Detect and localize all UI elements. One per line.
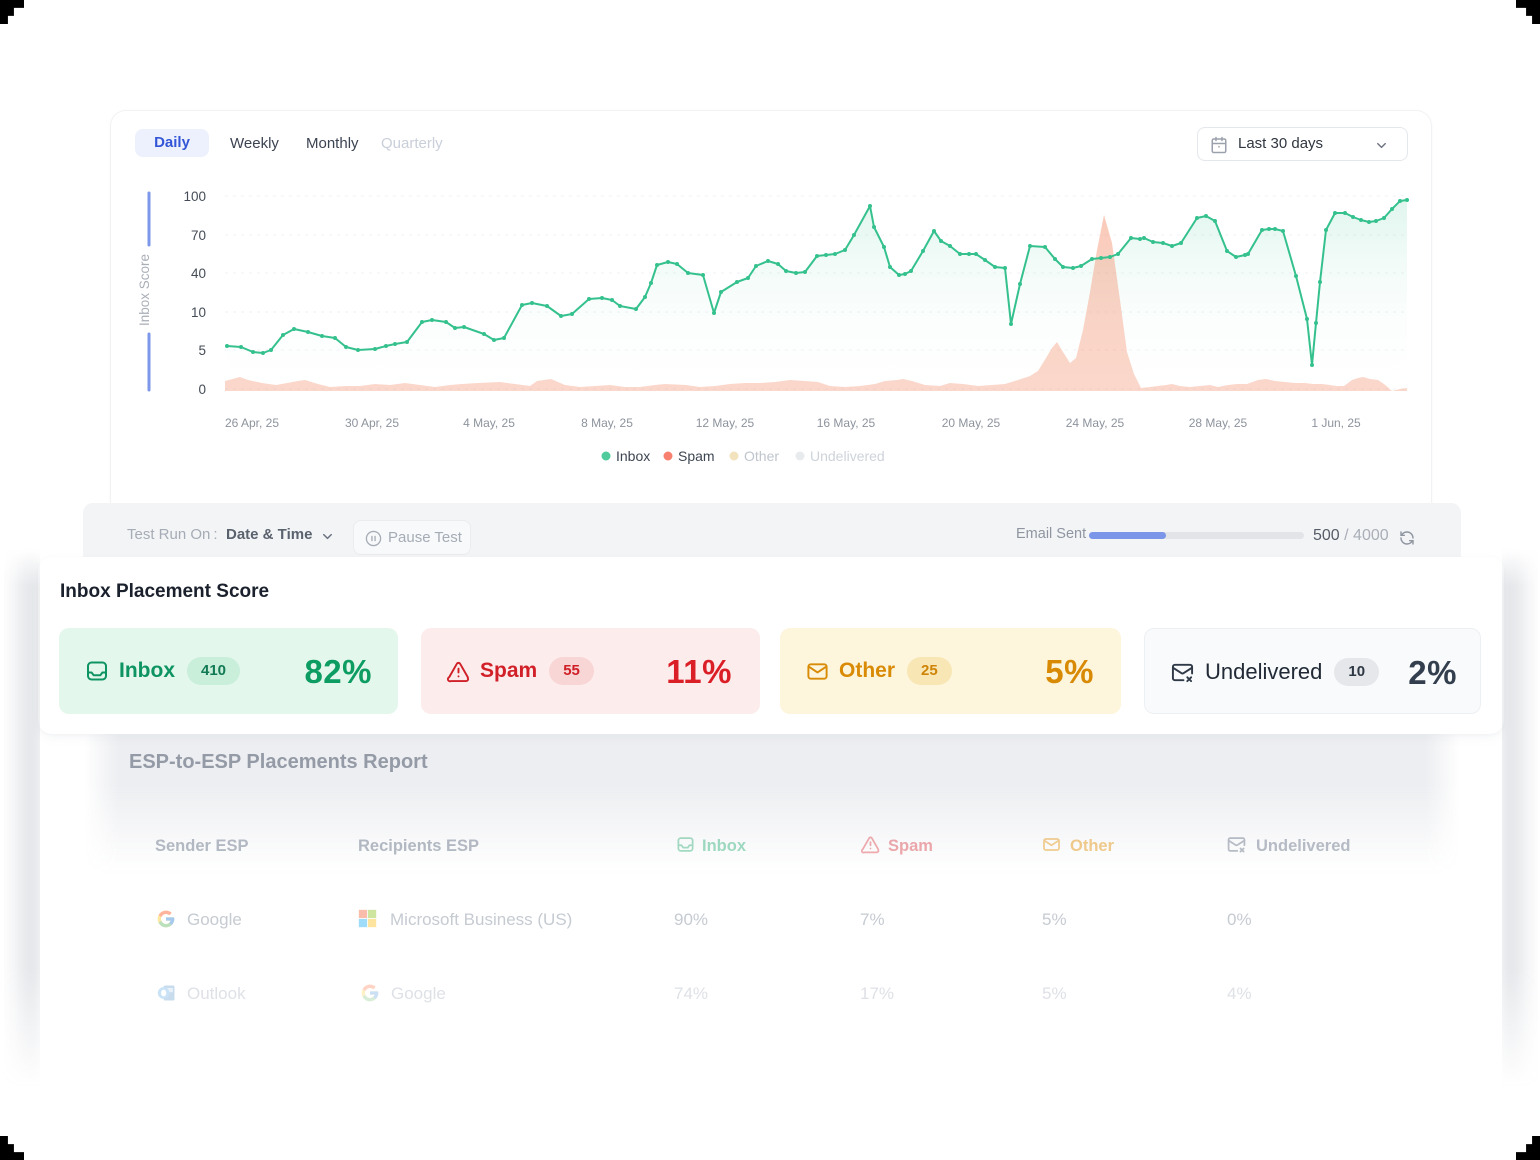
svg-text:4 May, 25: 4 May, 25 (463, 416, 515, 430)
svg-text:30 Apr, 25: 30 Apr, 25 (345, 416, 399, 430)
svg-text:5: 5 (198, 343, 206, 358)
svg-text:Undelivered: Undelivered (810, 448, 885, 464)
svg-text:20 May, 25: 20 May, 25 (942, 416, 1001, 430)
svg-text:10: 10 (191, 305, 206, 320)
svg-text:Spam: Spam (678, 448, 715, 464)
svg-text:28 May, 25: 28 May, 25 (1189, 416, 1248, 430)
svg-text:40: 40 (191, 266, 206, 281)
svg-text:12 May, 25: 12 May, 25 (696, 416, 755, 430)
svg-text:8 May, 25: 8 May, 25 (581, 416, 633, 430)
svg-text:70: 70 (191, 228, 206, 243)
svg-text:26 Apr, 25: 26 Apr, 25 (225, 416, 279, 430)
svg-text:24 May, 25: 24 May, 25 (1066, 416, 1125, 430)
svg-text:Other: Other (744, 448, 779, 464)
svg-text:Inbox: Inbox (616, 448, 650, 464)
svg-text:Inbox Score: Inbox Score (137, 254, 152, 326)
svg-text:16 May, 25: 16 May, 25 (817, 416, 876, 430)
svg-text:100: 100 (183, 189, 206, 204)
svg-text:1 Jun, 25: 1 Jun, 25 (1311, 416, 1361, 430)
svg-text:0: 0 (198, 382, 206, 397)
